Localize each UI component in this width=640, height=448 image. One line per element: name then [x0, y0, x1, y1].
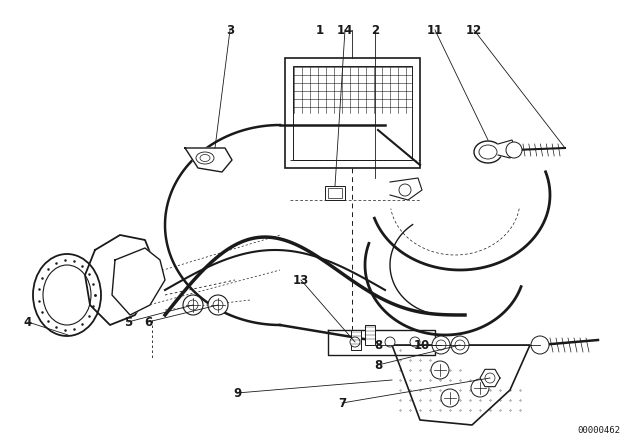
- Circle shape: [410, 337, 420, 347]
- Polygon shape: [392, 345, 530, 425]
- Circle shape: [432, 336, 450, 354]
- Polygon shape: [480, 369, 500, 387]
- Polygon shape: [328, 330, 435, 355]
- Bar: [365, 325, 375, 345]
- Circle shape: [350, 337, 360, 347]
- Bar: [325, 186, 345, 200]
- Text: 14: 14: [337, 23, 353, 36]
- Text: 8: 8: [374, 339, 382, 352]
- Text: 11: 11: [427, 23, 443, 36]
- Text: 1: 1: [316, 23, 324, 36]
- Bar: [351, 330, 361, 350]
- Circle shape: [188, 300, 198, 310]
- Circle shape: [441, 389, 459, 407]
- Polygon shape: [112, 248, 165, 315]
- Bar: [328, 188, 342, 198]
- Ellipse shape: [474, 141, 502, 163]
- Circle shape: [213, 300, 223, 310]
- Circle shape: [385, 337, 395, 347]
- Text: 12: 12: [466, 23, 482, 36]
- Text: 9: 9: [233, 387, 241, 400]
- Ellipse shape: [479, 145, 497, 159]
- Text: 13: 13: [293, 273, 309, 287]
- Circle shape: [531, 336, 549, 354]
- Circle shape: [431, 361, 449, 379]
- Bar: [285, 58, 420, 168]
- Circle shape: [506, 142, 522, 158]
- Text: 4: 4: [24, 315, 32, 328]
- Circle shape: [485, 373, 495, 383]
- Text: 2: 2: [371, 23, 379, 36]
- Text: 3: 3: [226, 23, 234, 36]
- Ellipse shape: [33, 254, 101, 336]
- Circle shape: [183, 295, 203, 315]
- Polygon shape: [185, 148, 232, 172]
- Circle shape: [455, 340, 465, 350]
- Text: 00000462: 00000462: [577, 426, 620, 435]
- Bar: [293, 66, 412, 160]
- Polygon shape: [498, 140, 516, 158]
- Text: 7: 7: [338, 396, 346, 409]
- Ellipse shape: [196, 152, 214, 164]
- Circle shape: [208, 295, 228, 315]
- Circle shape: [399, 184, 411, 196]
- Ellipse shape: [43, 265, 91, 325]
- Circle shape: [451, 336, 469, 354]
- Text: 5: 5: [124, 315, 132, 328]
- Circle shape: [471, 379, 489, 397]
- Polygon shape: [85, 235, 155, 325]
- Text: 10: 10: [414, 339, 430, 352]
- Text: 8: 8: [374, 358, 382, 371]
- Text: 6: 6: [144, 315, 152, 328]
- Ellipse shape: [200, 155, 210, 161]
- Polygon shape: [390, 178, 422, 200]
- Circle shape: [436, 340, 446, 350]
